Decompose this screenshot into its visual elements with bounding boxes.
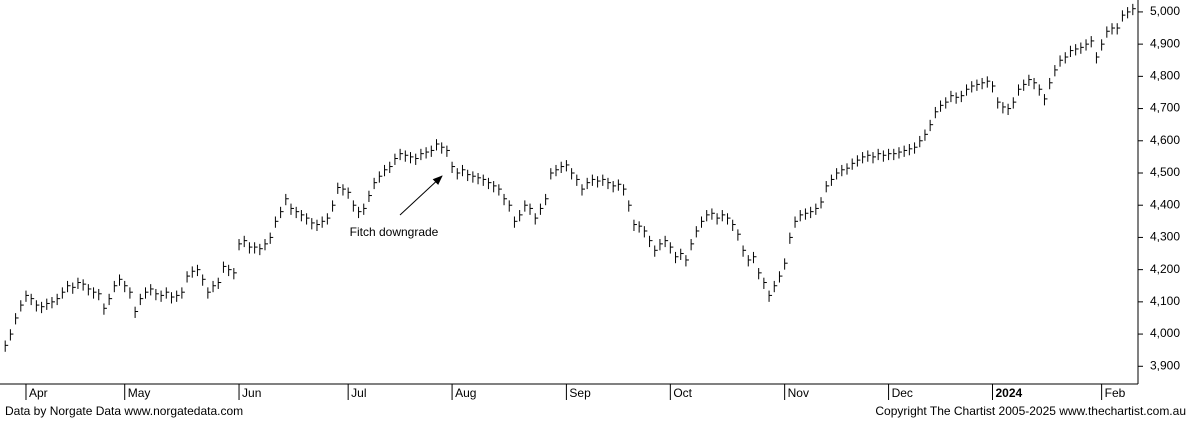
x-tick-label: Apr [29,386,48,400]
y-tick-label: 3,900 [1150,358,1180,372]
footer-left: Data by Norgate Data www.norgatedata.com [5,404,243,418]
y-tick-label: 4,600 [1150,133,1180,147]
y-tick-label: 4,800 [1150,69,1180,83]
x-tick-label: Sep [569,386,591,400]
x-tick-label: Aug [455,386,476,400]
y-tick-label: 4,900 [1150,36,1180,50]
annotation-arrow [399,175,443,216]
x-tick-label: Jul [351,386,366,400]
x-tick-label: Jun [242,386,261,400]
x-tick-label: 2024 [996,386,1023,400]
y-tick-label: 4,400 [1150,197,1180,211]
y-tick-label: 4,100 [1150,294,1180,308]
y-tick-label: 5,000 [1150,4,1180,18]
x-tick-label: Feb [1105,386,1126,400]
y-tick-label: 4,700 [1150,101,1180,115]
y-tick-label: 4,300 [1150,230,1180,244]
y-tick-label: 4,000 [1150,326,1180,340]
y-tick-label: 4,500 [1150,165,1180,179]
x-tick-label: Dec [892,386,913,400]
x-tick-label: Oct [673,386,692,400]
footer-right: Copyright The Chartist 2005-2025 www.the… [875,404,1186,418]
y-tick-label: 4,200 [1150,262,1180,276]
x-tick-label: Nov [788,386,809,400]
x-tick-label: May [128,386,151,400]
annotation: Fitch downgrade [350,225,439,239]
